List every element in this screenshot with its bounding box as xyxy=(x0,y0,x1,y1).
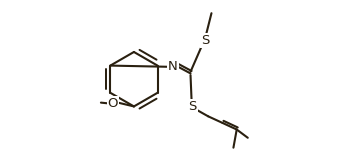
Text: N: N xyxy=(168,60,178,72)
Text: S: S xyxy=(188,100,197,113)
Text: O: O xyxy=(108,97,118,110)
Text: S: S xyxy=(201,34,209,47)
